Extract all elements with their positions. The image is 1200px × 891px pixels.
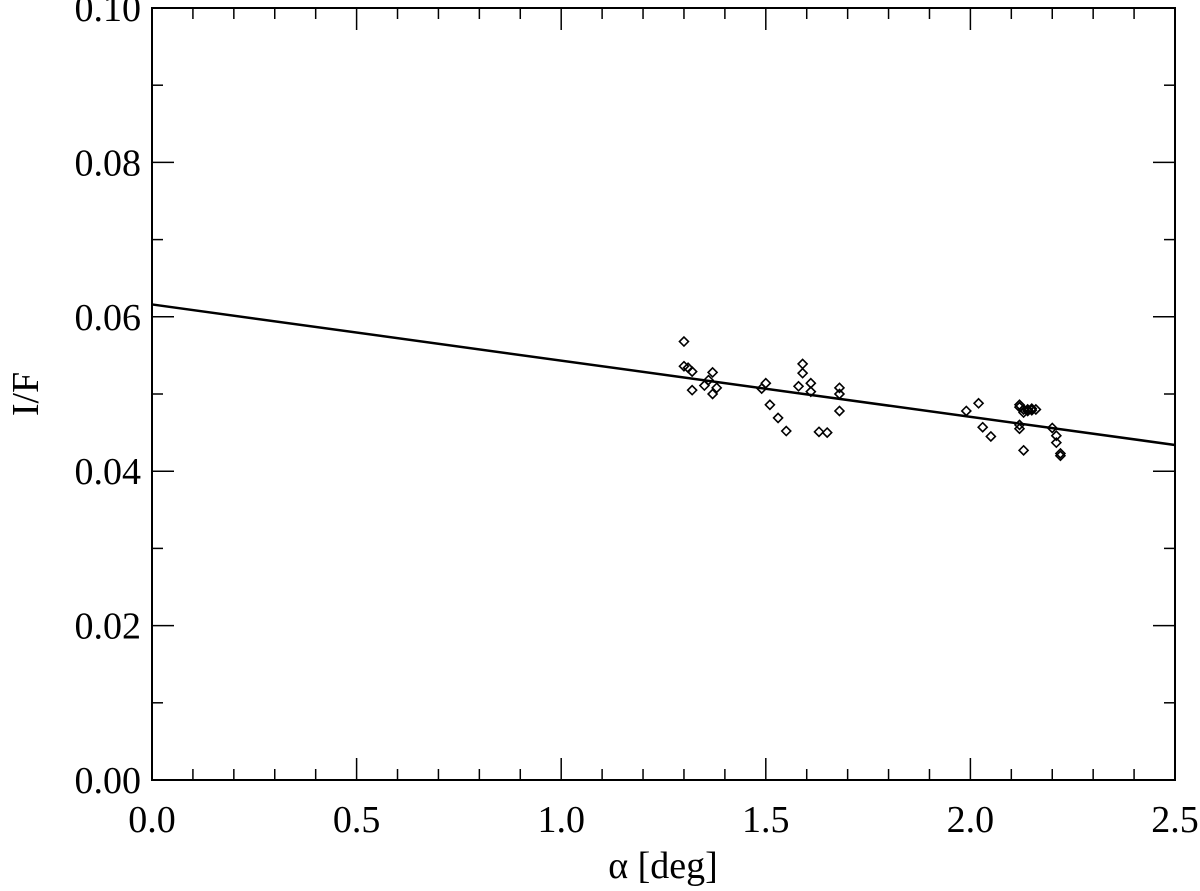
- data-point: [1013, 419, 1026, 431]
- data-point: [706, 366, 719, 379]
- x-tick-label: 2.0: [947, 799, 995, 841]
- data-point: [805, 377, 817, 389]
- x-tick-label: 1.5: [742, 799, 790, 841]
- data-point: [1017, 444, 1030, 456]
- data-point: [1054, 447, 1067, 460]
- data-point: [833, 382, 846, 394]
- y-tick-label: 0.00: [75, 760, 142, 802]
- data-point: [686, 384, 698, 396]
- data-point: [985, 430, 997, 443]
- x-tick-label: 0.0: [128, 799, 176, 841]
- data-point: [977, 421, 989, 433]
- x-tick-label: 1.0: [537, 799, 585, 841]
- y-tick-label: 0.08: [75, 142, 142, 184]
- data-point: [1030, 403, 1042, 416]
- data-point: [960, 405, 972, 417]
- data-point: [833, 388, 846, 400]
- data-point: [702, 374, 715, 386]
- data-point: [772, 412, 784, 424]
- data-point: [706, 388, 719, 400]
- data-point: [1017, 406, 1030, 419]
- data-point: [792, 380, 805, 392]
- data-point: [1054, 450, 1067, 462]
- data-point: [678, 360, 690, 372]
- data-point: [833, 405, 846, 417]
- y-tick-label: 0.02: [75, 606, 142, 648]
- plot-frame: [151, 7, 1176, 781]
- data-point: [1050, 430, 1062, 442]
- data-point: [698, 379, 711, 392]
- y-tick-label: 0.06: [75, 297, 142, 339]
- data-point: [1026, 404, 1038, 416]
- data-point: [805, 386, 817, 398]
- data-point: [1022, 403, 1034, 416]
- x-axis-title: α [deg]: [608, 845, 718, 887]
- data-point: [1046, 422, 1058, 434]
- ticks: [151, 7, 1176, 781]
- data-points: [678, 335, 1067, 462]
- x-tick-label: 0.5: [333, 799, 381, 841]
- data-point: [760, 377, 772, 389]
- data-point: [711, 382, 723, 394]
- tick-labels: 0.0 0.5 1.0 1.5 2.0 2.5 0.00 0.02 0.04 0.06 0.08 0.…: [75, 0, 1199, 841]
- data-point: [1026, 403, 1038, 415]
- data-point: [813, 426, 825, 438]
- data-point: [796, 367, 809, 379]
- data-point: [1013, 423, 1026, 435]
- fit-line: [151, 303, 1176, 447]
- data-point: [686, 365, 698, 378]
- y-tick-label: 0.10: [75, 0, 142, 30]
- x-tick-label: 2.5: [1151, 799, 1199, 841]
- y-tick-label: 0.04: [75, 451, 142, 493]
- data-point: [764, 399, 776, 411]
- data-point: [972, 397, 985, 409]
- data-point: [821, 426, 833, 439]
- data-point: [796, 358, 809, 370]
- data-point: [1050, 437, 1062, 449]
- y-axis-title: I/F: [5, 372, 47, 416]
- data-point: [678, 335, 690, 348]
- fit-line-path: [151, 303, 1176, 447]
- data-point: [780, 425, 792, 437]
